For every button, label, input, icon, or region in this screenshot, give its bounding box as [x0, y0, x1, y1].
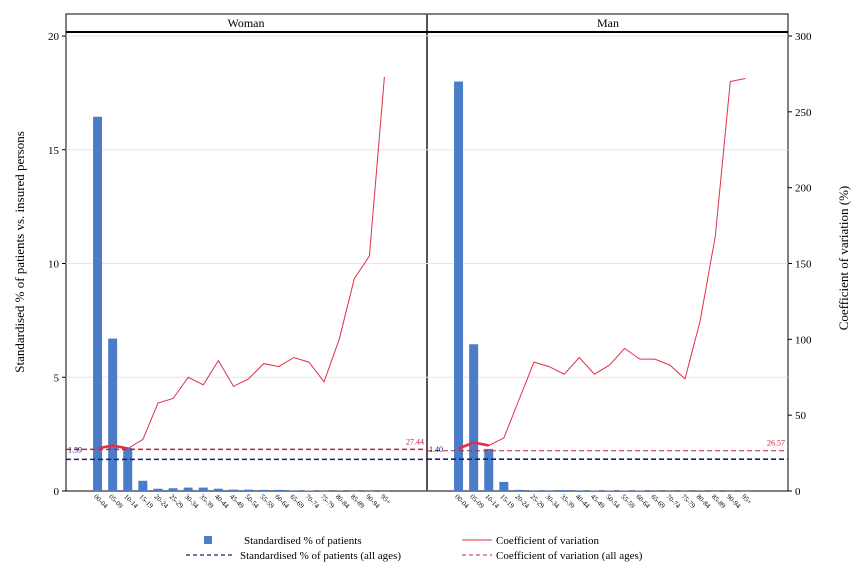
legend-ref-cv-label: Coefficient of variation (all ages): [496, 550, 643, 562]
x-tick-label: 25-29: [168, 493, 186, 511]
x-tick-label: 70-74: [303, 493, 321, 511]
bar: [168, 488, 178, 491]
bar: [153, 488, 163, 491]
bar: [183, 487, 193, 491]
x-tick-label: 90-94: [364, 493, 382, 511]
x-tick-label: 55-59: [258, 493, 276, 511]
x-tick-label: 60-64: [273, 493, 291, 511]
x-tick-label: 05-09: [468, 493, 486, 511]
cv-line: [458, 78, 746, 449]
x-tick-label: 40-44: [213, 493, 231, 511]
left-y-axis: 0 5 10 15 20: [48, 31, 66, 498]
left-y-tick-label: 10: [48, 259, 60, 271]
bar: [544, 490, 554, 491]
ref-patients-value-label: 1.39: [68, 445, 82, 454]
x-tick-label: 20-24: [153, 493, 171, 511]
ref-cv-value-label: 26.57: [767, 439, 785, 448]
gridlines: [66, 35, 788, 378]
bar: [469, 344, 479, 491]
bar: [108, 338, 118, 491]
panel-title-woman: Woman: [227, 16, 264, 30]
x-tick-label: 85-89: [349, 493, 367, 511]
right-y-tick-label: 200: [795, 183, 812, 195]
x-tick-label: 30-34: [183, 493, 201, 511]
plot-marks: 1.39 27.44 1.40 26.57: [66, 76, 788, 492]
x-tick-label: 50-54: [604, 493, 622, 511]
x-tick-label: 80-84: [334, 493, 352, 511]
x-tick-label: 55-59: [619, 493, 637, 511]
right-y-axis-title: Coefficient of variation (%): [836, 186, 851, 331]
cv-line-highlight: [97, 444, 129, 450]
right-y-tick-label: 150: [795, 259, 812, 271]
bar: [454, 81, 464, 491]
x-tick-label: 70-74: [664, 493, 682, 511]
x-tick-label: 35-39: [198, 493, 216, 511]
bar: [228, 489, 238, 491]
right-y-tick-label: 0: [795, 486, 801, 498]
x-tick-label: 00-04: [453, 493, 471, 511]
x-tick-label: 60-64: [634, 493, 652, 511]
bar: [244, 489, 254, 491]
x-tick-label: 20-24: [513, 493, 531, 511]
bar: [123, 447, 133, 491]
left-y-tick-label: 20: [48, 31, 60, 43]
cv-line: [97, 76, 385, 450]
x-tick-label: 65-69: [288, 493, 306, 511]
bar: [499, 481, 509, 491]
x-tick-label: 30-34: [544, 493, 562, 511]
x-tick-label: 35-39: [559, 493, 577, 511]
bar: [484, 448, 494, 491]
x-tick-label: 40-44: [574, 493, 592, 511]
left-y-tick-label: 0: [54, 486, 60, 498]
x-tick-label: 65-69: [649, 493, 667, 511]
legend-ref-patients-label: Standardised % of patients (all ages): [240, 550, 401, 562]
x-tick-label: 45-49: [228, 493, 246, 511]
left-y-tick-label: 15: [48, 145, 60, 157]
bar: [274, 489, 284, 491]
cv-line-highlight: [458, 441, 490, 450]
bar: [529, 490, 539, 491]
bar: [213, 488, 223, 491]
right-y-tick-label: 250: [795, 107, 812, 119]
left-y-tick-label: 5: [54, 372, 60, 384]
x-tick-label: 05-09: [107, 493, 125, 511]
bar: [559, 490, 569, 491]
ref-patients-value-label: 1.40: [429, 445, 443, 454]
ref-cv-value-label: 27.44: [406, 437, 424, 446]
x-tick-label: 80-84: [695, 493, 713, 511]
bar: [198, 487, 208, 491]
x-tick-label: 50-54: [243, 493, 261, 511]
bar: [574, 490, 584, 491]
x-axis-ticks: 00-0405-0910-1415-1920-2425-2930-3435-39…: [92, 493, 753, 511]
right-y-tick-label: 50: [795, 410, 807, 422]
legend-cv-label: Coefficient of variation: [496, 535, 600, 547]
x-tick-label: 45-49: [589, 493, 607, 511]
right-y-axis: 0 50 100 150 200 250 300: [788, 31, 812, 498]
x-tick-label: 15-19: [498, 493, 516, 511]
x-tick-label: 75-79: [319, 493, 337, 511]
x-tick-label: 75-79: [680, 493, 698, 511]
x-tick-label: 25-29: [529, 493, 547, 511]
x-tick-label: 90-94: [725, 493, 743, 511]
x-tick-label: 10-14: [122, 493, 140, 511]
bar: [259, 489, 269, 491]
legend-bar-swatch: [204, 536, 212, 544]
bar: [93, 116, 103, 491]
x-tick-label: 15-19: [137, 493, 155, 511]
right-y-tick-label: 300: [795, 31, 812, 43]
x-tick-label: 85-89: [710, 493, 728, 511]
right-y-tick-label: 100: [795, 334, 812, 346]
bar: [138, 480, 148, 491]
left-y-axis-title: Standardised % of patients vs. insured p…: [12, 131, 27, 373]
bar: [289, 490, 299, 491]
panel-title-man: Man: [597, 16, 619, 30]
legend-bar-label: Standardised % of patients: [244, 535, 362, 547]
legend: Standardised % of patients Coefficient o…: [186, 535, 643, 562]
x-tick-label: 00-04: [92, 493, 110, 511]
x-tick-label: 10-14: [483, 493, 501, 511]
bar: [514, 489, 524, 491]
